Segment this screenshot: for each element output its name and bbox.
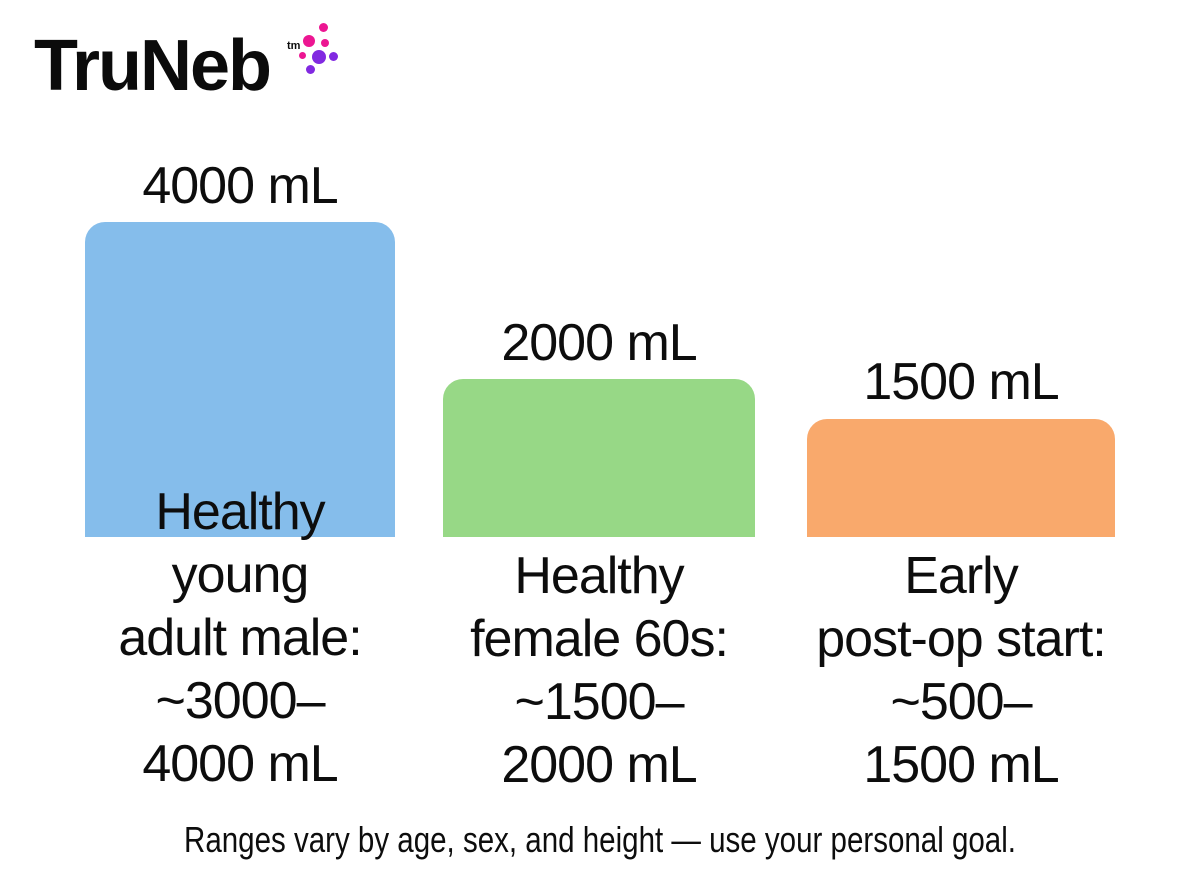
- logo-dots-icon: [34, 23, 354, 110]
- logo-dot-icon: [303, 35, 315, 47]
- logo-dot-icon: [306, 65, 315, 74]
- bar-category-label: Healthy young adult male: ~3000– 4000 mL: [45, 481, 435, 796]
- footnote: Ranges vary by age, sex, and height — us…: [184, 819, 1016, 860]
- logo-dot-icon: [312, 50, 326, 64]
- bar-value-label: 1500 mL: [863, 353, 1059, 411]
- logo-dot-icon: [299, 52, 306, 59]
- logo-dot-icon: [329, 52, 338, 61]
- bar-healthy-young-adult-male: [85, 222, 395, 537]
- category-label-line: young: [171, 546, 310, 604]
- bar-value-label: 4000 mL: [142, 157, 338, 215]
- category-label-line: ~1500–: [514, 673, 685, 731]
- category-label-line: ~3000–: [155, 672, 326, 730]
- logo-dot-icon: [319, 23, 328, 32]
- bar-category-label: Healthy female 60s: ~1500– 2000 mL: [404, 545, 794, 797]
- bar-category-label: Early post-op start: ~500– 1500 mL: [766, 545, 1156, 797]
- bar-value-label: 2000 mL: [501, 314, 697, 372]
- category-label-line: Early: [904, 547, 1018, 605]
- bar-healthy-female-60s: [443, 379, 755, 537]
- brand-wordmark: TruNeb: [34, 26, 272, 106]
- trademark-symbol: tm: [287, 40, 301, 52]
- category-label-line: 4000 mL: [142, 735, 338, 793]
- category-label-line: female 60s:: [470, 610, 729, 668]
- category-label-line: 2000 mL: [501, 736, 697, 794]
- category-label-line: adult male:: [118, 609, 362, 667]
- bar-early-post-op-start: [807, 419, 1115, 537]
- category-label-line: 1500 mL: [863, 736, 1059, 794]
- logo-dot-icon: [321, 39, 329, 47]
- category-label-line: Healthy: [514, 547, 684, 605]
- category-label-line: Healthy: [155, 483, 325, 541]
- category-label-line: ~500–: [890, 673, 1032, 731]
- brand-logo: TruNeb tm: [34, 23, 354, 110]
- category-label-line: post-op start:: [816, 610, 1106, 668]
